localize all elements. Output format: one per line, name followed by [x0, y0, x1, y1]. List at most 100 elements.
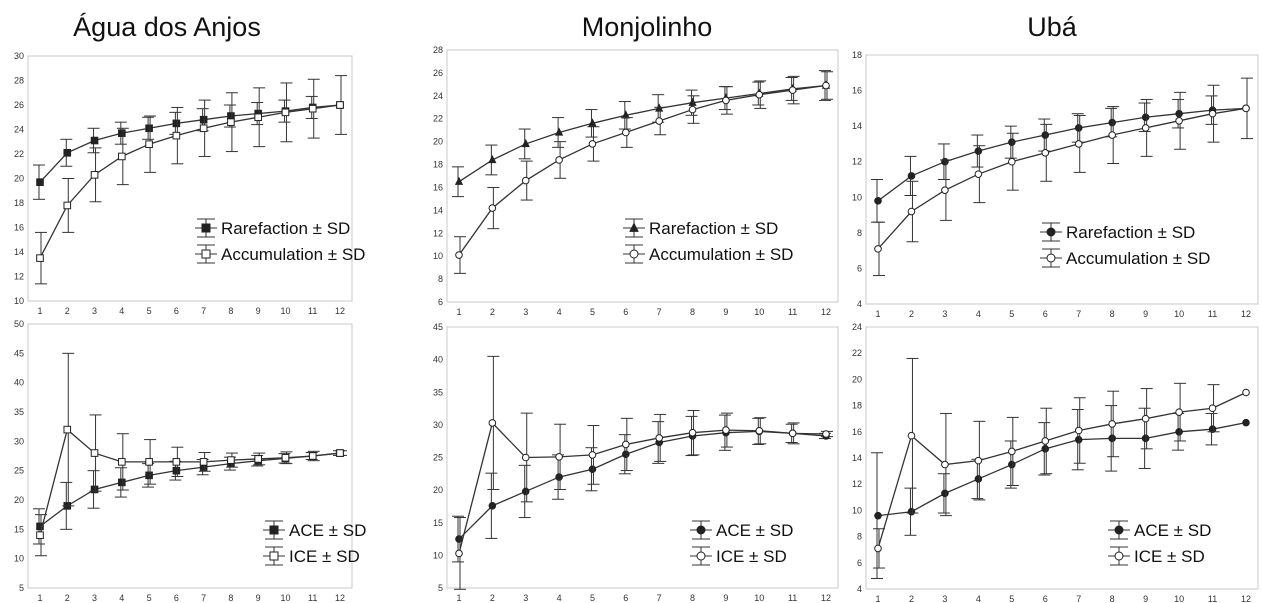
x-tick-label: 8	[1110, 309, 1115, 319]
data-point	[941, 460, 949, 469]
x-tick-label: 3	[92, 306, 97, 316]
data-point	[874, 544, 882, 553]
x-tick-label: 12	[335, 306, 345, 316]
data-point	[655, 117, 663, 125]
legend-marker	[201, 249, 211, 259]
data-point	[172, 131, 181, 140]
data-point	[755, 90, 764, 99]
y-tick-label: 16	[433, 182, 443, 192]
data-point	[1175, 428, 1183, 436]
data-point	[199, 115, 208, 124]
data-point	[90, 449, 99, 457]
data-point	[555, 473, 563, 481]
legend-label: Accumulation ± SD	[1066, 249, 1210, 268]
x-tick-label: 3	[92, 593, 97, 603]
data-point	[308, 452, 317, 460]
data-point	[822, 81, 830, 90]
data-point	[63, 425, 72, 434]
legend-marker	[269, 525, 279, 535]
data-point	[941, 157, 949, 166]
data-point	[1242, 418, 1250, 427]
data-point	[118, 129, 126, 137]
plot-area	[865, 326, 1259, 590]
data-point	[90, 485, 99, 494]
legend-marker	[629, 222, 639, 232]
legend-label: Rarefaction ± SD	[649, 219, 778, 238]
data-point	[336, 101, 344, 109]
x-tick-label: 10	[754, 593, 764, 603]
data-point	[788, 86, 797, 94]
x-tick-label: 12	[335, 593, 345, 603]
x-tick-label: 12	[821, 593, 831, 603]
y-tick-label: 6	[857, 558, 862, 568]
x-tick-label: 2	[490, 593, 495, 603]
y-tick-label: 30	[14, 51, 24, 61]
data-point	[36, 522, 44, 531]
data-point	[1074, 124, 1083, 132]
series-line	[39, 428, 341, 536]
y-tick-label: 26	[14, 100, 24, 110]
y-tick-label: 10	[14, 296, 24, 306]
y-tick-label: 16	[14, 223, 24, 233]
data-point	[622, 450, 630, 459]
series-1	[452, 70, 831, 198]
x-tick-label: 3	[523, 593, 528, 603]
data-point	[488, 419, 497, 427]
x-tick-label: 7	[657, 307, 662, 317]
y-tick-label: 18	[852, 401, 862, 411]
legend: ACE ± SD ICE ± SD	[690, 520, 793, 566]
x-tick-label: 6	[623, 593, 628, 603]
data-point	[199, 124, 208, 133]
x-tick-label: 6	[623, 307, 628, 317]
data-point	[145, 124, 153, 133]
series-2	[454, 71, 833, 274]
data-point	[488, 154, 497, 164]
y-tick-label: 4	[857, 299, 862, 309]
data-point	[1141, 414, 1150, 423]
data-point	[63, 148, 72, 157]
y-tick-label: 18	[14, 198, 24, 208]
series-2	[454, 355, 833, 590]
x-tick-label: 9	[256, 593, 261, 603]
legend-label: Rarefaction ± SD	[221, 219, 350, 238]
data-point	[974, 170, 983, 178]
x-tick-label: 1	[456, 307, 461, 317]
legend-label: ICE ± SD	[289, 547, 360, 566]
y-tick-label: 40	[14, 378, 24, 388]
x-tick-label: 11	[308, 593, 317, 603]
y-tick-label: 6	[438, 297, 443, 307]
y-tick-label: 8	[857, 532, 862, 542]
data-point	[336, 449, 344, 457]
data-point	[907, 431, 916, 440]
series-2	[873, 357, 1250, 569]
y-tick-label: 10	[14, 554, 24, 564]
x-tick-label: 1	[875, 594, 880, 603]
series-line	[39, 104, 341, 259]
data-point	[1108, 131, 1116, 139]
x-tick-label: 4	[557, 593, 562, 603]
y-tick-label: 12	[433, 228, 443, 238]
data-point	[974, 456, 983, 465]
series-line	[877, 107, 1247, 202]
series-line	[458, 421, 827, 554]
legend-label: ICE ± SD	[716, 547, 787, 566]
data-point	[941, 186, 949, 194]
y-tick-label: 10	[852, 192, 862, 202]
x-tick-label: 5	[590, 593, 595, 603]
plot-area	[446, 49, 839, 303]
y-tick-label: 50	[14, 319, 24, 329]
x-tick-label: 2	[490, 307, 495, 317]
data-point	[1141, 124, 1150, 132]
x-tick-label: 6	[174, 593, 179, 603]
data-point	[1041, 131, 1050, 139]
y-tick-label: 12	[14, 272, 24, 282]
x-tick-label: 2	[909, 309, 914, 319]
x-tick-label: 10	[1174, 594, 1184, 603]
x-tick-label: 2	[65, 306, 70, 316]
series-2	[35, 352, 347, 557]
y-tick-label: 28	[433, 45, 443, 55]
x-tick-label: 10	[1174, 309, 1184, 319]
